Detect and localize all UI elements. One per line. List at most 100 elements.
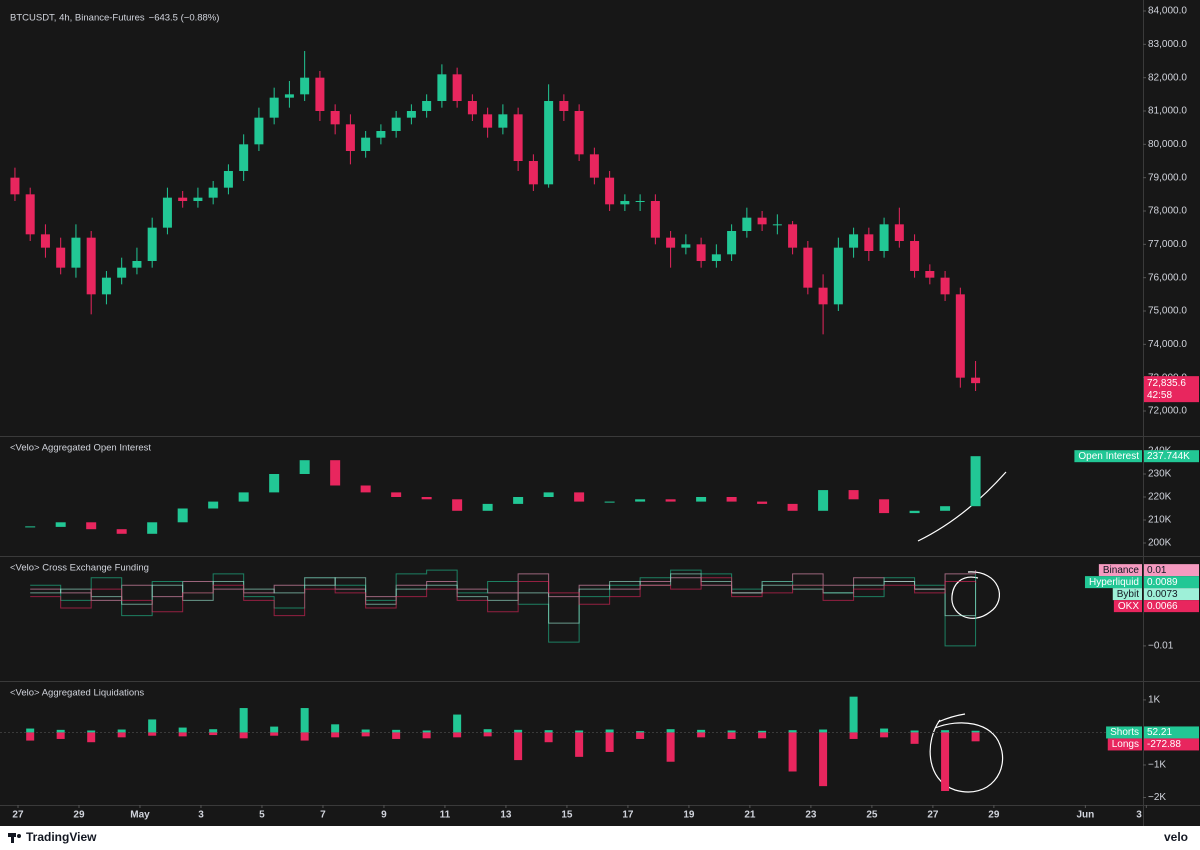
candle-body	[940, 506, 951, 511]
circle-stroke	[951, 571, 1000, 619]
candle-body	[55, 522, 66, 527]
candle-body	[742, 217, 752, 231]
candle-body	[696, 244, 706, 261]
candle-body	[300, 77, 310, 95]
candle-body	[177, 508, 188, 523]
axis-tag	[1144, 726, 1199, 739]
liquidation-bar	[178, 732, 187, 737]
liquidation-bar	[422, 732, 431, 739]
liquidation-bar	[544, 732, 553, 743]
candle-body	[894, 224, 904, 241]
liquidation-bar	[117, 729, 126, 733]
axis-tag-value: 0.01	[1147, 565, 1167, 576]
y-tick-label: 76,000.0	[1148, 272, 1187, 283]
legend-tag	[1113, 600, 1142, 613]
candle-body	[391, 492, 402, 497]
liquidation-bar	[239, 708, 248, 733]
candle-body	[452, 74, 462, 101]
candle-body	[315, 77, 325, 111]
liquidation-bar	[87, 730, 96, 733]
candle-body	[757, 501, 768, 504]
legend-tag	[1084, 576, 1142, 589]
liquidation-bar	[331, 732, 340, 738]
x-tick-label: 29	[988, 810, 1000, 821]
candle-body	[513, 496, 524, 504]
liquidation-bar	[849, 696, 858, 733]
countdown: 42:58	[1147, 390, 1172, 401]
candle-body	[772, 224, 782, 226]
liquidation-bar	[270, 726, 279, 733]
footer-brand: TradingView	[26, 830, 97, 844]
y-tick-label: 78,000.0	[1148, 206, 1187, 217]
legend-tag-name: Binance	[1103, 565, 1140, 576]
y-tick-label: 79,000.0	[1148, 172, 1187, 183]
liquidation-bar	[361, 732, 370, 737]
candle-body	[879, 224, 889, 251]
candle-body	[147, 227, 157, 261]
legend-tag-name: Hyperliquid	[1089, 577, 1139, 588]
candle-body	[284, 94, 294, 98]
candle-body	[909, 510, 920, 514]
liquidation-bar	[910, 732, 919, 744]
pane-title: <Velo> Aggregated Liquidations	[10, 688, 144, 699]
liquidation-bar	[849, 732, 858, 739]
candle-body	[574, 492, 585, 502]
y-tick-label: 1K	[1148, 695, 1161, 706]
candle-body	[269, 473, 280, 493]
liquidation-bar	[331, 724, 340, 733]
liquidation-bar	[788, 730, 797, 733]
liquidation-bar	[26, 728, 35, 733]
candle-body	[727, 231, 737, 255]
candle-body	[208, 187, 218, 198]
x-tick-label: 15	[561, 810, 573, 821]
x-tick-label: 9	[381, 810, 387, 821]
liquidation-bar	[727, 730, 736, 733]
chart-background	[0, 0, 1200, 826]
pane-title: <Velo> Aggregated Open Interest	[10, 443, 151, 454]
candle-body	[787, 503, 798, 511]
candle-body	[330, 460, 341, 486]
candle-body	[10, 177, 20, 195]
x-tick-label: 13	[500, 810, 512, 821]
candle-body	[803, 247, 813, 288]
candle-body	[132, 261, 142, 268]
liquidation-bar	[971, 730, 980, 733]
candle-body	[178, 197, 188, 201]
liquidation-bar	[483, 732, 492, 737]
liquidation-bar	[26, 732, 35, 741]
candle-body	[757, 217, 767, 225]
liquidation-bar	[697, 732, 706, 738]
candle-body	[788, 224, 798, 248]
liquidation-bar	[148, 732, 157, 736]
candle-body	[848, 490, 859, 500]
pane-title: <Velo> Cross Exchange Funding	[10, 563, 149, 574]
candle-body	[681, 244, 691, 248]
liquidation-bar	[392, 732, 401, 739]
candle-body	[513, 114, 523, 161]
candle-body	[864, 234, 874, 251]
candle-body	[25, 194, 35, 235]
liquidation-bar	[361, 729, 370, 733]
candle-body	[559, 101, 569, 111]
x-tick-label: 21	[744, 810, 756, 821]
x-tick-label: May	[130, 810, 150, 821]
y-tick-label: 200K	[1148, 538, 1172, 549]
annotations	[917, 471, 1007, 793]
x-tick-label: 19	[683, 810, 695, 821]
y-tick-label: 72,000.0	[1148, 406, 1187, 417]
liquidation-bar	[605, 729, 614, 733]
x-tick-label: 25	[866, 810, 878, 821]
axis-tag	[1144, 450, 1199, 463]
liquidation-bar	[758, 732, 767, 739]
axis-tag-value: 0.0066	[1147, 601, 1178, 612]
liquidation-bar	[636, 731, 645, 733]
liquidation-bar	[453, 714, 462, 733]
axis-tag-value: 52.21	[1147, 727, 1172, 738]
y-tick-label: 82,000.0	[1148, 72, 1187, 83]
candle-body	[589, 154, 599, 178]
pane-title: BTCUSDT, 4h, Binance-Futures	[10, 13, 145, 24]
liquidation-bar	[117, 732, 126, 738]
candle-body	[376, 131, 386, 138]
